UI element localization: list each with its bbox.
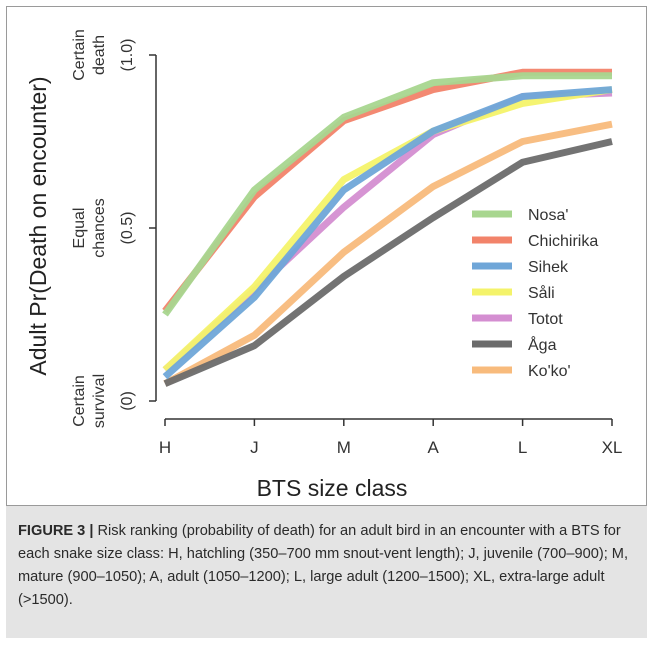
caption-label: FIGURE 3 | (18, 523, 94, 539)
series-line (163, 120, 613, 387)
axes: (1.0) Certain death (0.5) Equal chances (0) Cer… (71, 29, 622, 457)
x-tick-label: M (337, 438, 351, 457)
series-lines (162, 68, 613, 387)
figure-caption: FIGURE 3 | Risk ranking (probability of … (6, 506, 647, 638)
legend-label: Chichirika (528, 233, 598, 250)
legend-label: Totot (528, 311, 563, 328)
legend-label: Nosa' (528, 207, 568, 224)
x-tick-label: H (159, 438, 171, 457)
x-tick-label: L (518, 438, 527, 457)
line-chart: (1.0) Certain death (0.5) Equal chances (0) Cer… (25, 29, 622, 501)
series-line (163, 138, 613, 387)
legend: Nosa' Chichirika Sihek Såli Totot Åga Ko'ko' (472, 207, 598, 380)
y-tick-label: Equal chances (71, 198, 108, 258)
legend-label: Åga (528, 335, 557, 354)
y-tick-label: Certain death (71, 29, 108, 81)
series-line (162, 86, 613, 380)
y-tick-value-label: (0.5) (119, 212, 136, 245)
legend-label: Sihek (528, 259, 569, 276)
y-axis-label: Adult Pr(Death on encounter) (25, 76, 51, 375)
x-axis-label: BTS size class (257, 475, 408, 501)
y-tick-value-label: (0) (119, 391, 136, 411)
chart-frame (6, 6, 647, 506)
x-tick-label: XL (602, 438, 623, 457)
legend-label: Ko'ko' (528, 363, 571, 380)
series-line (162, 86, 613, 373)
x-tick-label: A (428, 438, 440, 457)
caption-text: Risk ranking (probability of death) for … (18, 523, 629, 608)
series-line (162, 72, 612, 317)
legend-label: Såli (528, 284, 555, 302)
y-tick-label: Certain survival (71, 374, 108, 428)
x-tick-label: J (250, 438, 259, 457)
y-tick-value-label: (1.0) (119, 39, 136, 72)
